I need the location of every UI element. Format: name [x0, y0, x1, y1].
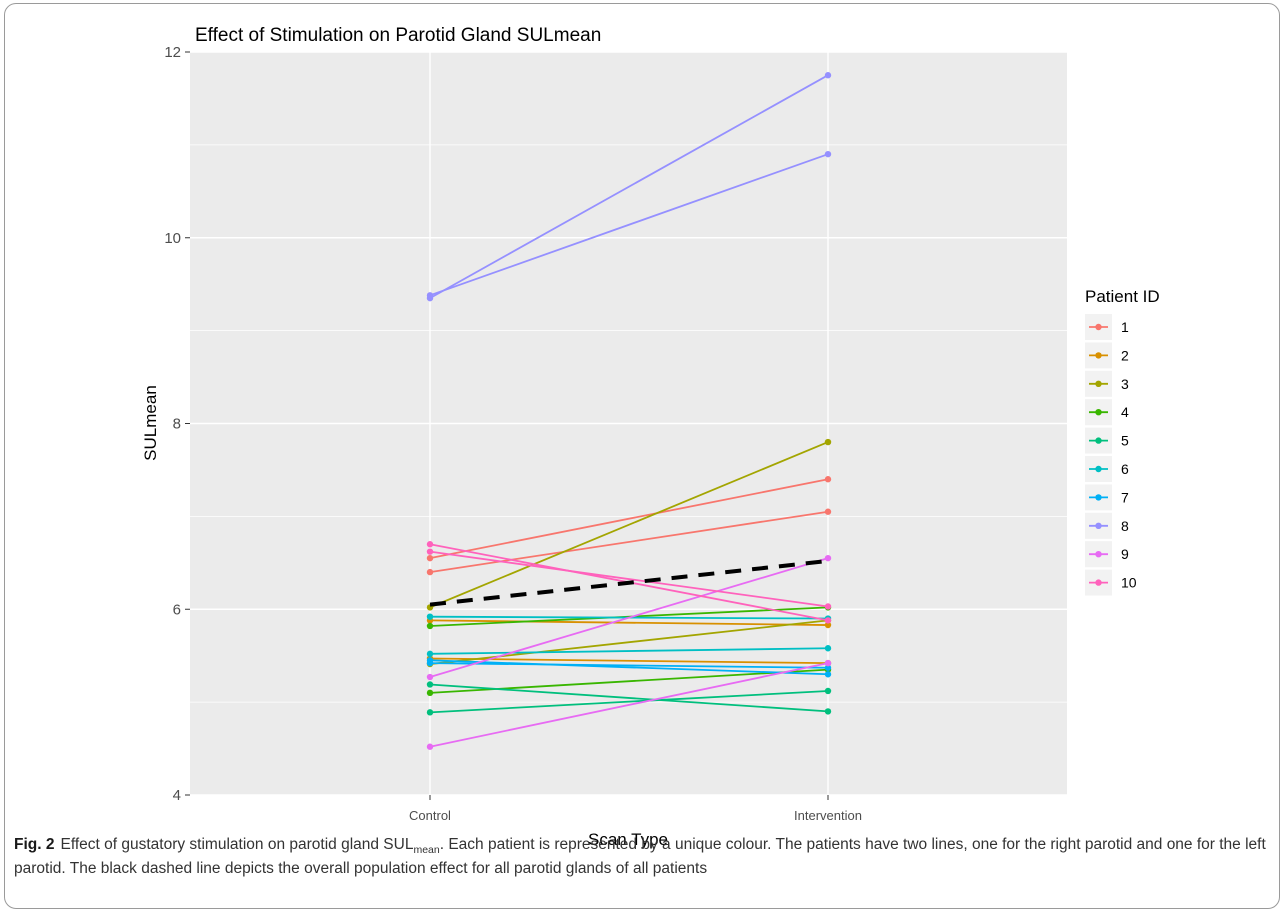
- legend-key-point: [1095, 323, 1102, 331]
- series-line-patient-8: [429, 153, 829, 297]
- data-point-patient-9: [824, 659, 832, 667]
- legend-title: Patient ID: [1085, 287, 1160, 306]
- legend-key-point: [1095, 465, 1102, 473]
- legend: Patient ID 1 2 3 4 5 6 7 8 9 10: [1085, 287, 1160, 596]
- series-line-patient-7: [429, 662, 829, 669]
- y-tick-label: 6: [173, 601, 181, 618]
- figure-caption: Fig. 2 Effect of gustatory stimulation on…: [14, 833, 1272, 881]
- legend-key-point: [1095, 380, 1102, 387]
- data-point-patient-6: [426, 650, 434, 658]
- data-point-patient-8: [426, 292, 434, 299]
- data-point-patient-1: [426, 554, 434, 562]
- data-point-patient-9: [426, 743, 434, 750]
- data-point-patient-1: [824, 508, 832, 515]
- legend-label-patient-5: 5: [1121, 433, 1129, 449]
- data-point-patient-1: [824, 476, 832, 483]
- legend-key-point: [1095, 352, 1102, 359]
- y-axis-title: SULmean: [141, 385, 160, 461]
- axes: 4 6 8 10 12 Control Intervention: [164, 44, 862, 823]
- data-point-patient-5: [426, 709, 434, 716]
- data-point-patient-5: [824, 708, 832, 715]
- data-point-patient-6: [824, 645, 832, 652]
- legend-label-patient-8: 8: [1121, 518, 1129, 534]
- x-tick-label: Intervention: [794, 808, 862, 823]
- data-point-patient-3: [824, 438, 832, 446]
- series-line-patient-9: [429, 662, 829, 748]
- series-line-patient-9: [429, 557, 829, 678]
- data-point-patient-8: [824, 72, 832, 79]
- data-point-patient-9: [824, 554, 832, 562]
- series-line-patient-5: [429, 683, 829, 713]
- data-point-patient-10: [824, 617, 832, 624]
- series-line-patient-2: [429, 619, 829, 626]
- series-line-patient-2: [429, 657, 829, 665]
- series-line-patient-6: [429, 647, 829, 655]
- data-point-patient-6: [426, 613, 434, 620]
- figure-frame: [4, 3, 1280, 909]
- series-line-patient-1: [429, 478, 829, 560]
- data-point-patient-2: [824, 621, 832, 629]
- y-tick-label: 10: [164, 230, 181, 247]
- x-tick-label: Control: [409, 808, 451, 823]
- data-point-patient-10: [824, 603, 832, 610]
- data-point-patient-5: [824, 687, 832, 695]
- legend-key-point: [1095, 579, 1102, 586]
- data-point-patient-7: [824, 671, 832, 678]
- legend-label-patient-9: 9: [1121, 546, 1129, 562]
- data-point-patient-8: [824, 150, 832, 158]
- legend-label-patient-4: 4: [1121, 404, 1129, 420]
- legend-key-point: [1095, 494, 1102, 501]
- series-line-patient-5: [429, 690, 829, 714]
- legend-key-point: [1095, 551, 1102, 558]
- legend-key-point: [1095, 522, 1102, 529]
- legend-label-patient-2: 2: [1121, 347, 1129, 363]
- caption-text-end: . Each patient is represented by a uniqu…: [14, 836, 1266, 877]
- caption-text-start: Effect of gustatory stimulation on parot…: [60, 836, 414, 853]
- legend-key-point: [1095, 409, 1102, 416]
- y-tick-label: 12: [164, 44, 181, 61]
- data-point-patient-4: [426, 622, 434, 630]
- figure-label: Fig. 2: [14, 836, 55, 853]
- x-axis-title: Scan Type: [588, 830, 668, 849]
- data-point-patient-9: [426, 673, 434, 681]
- series-line-patient-10: [429, 550, 829, 608]
- legend-label-patient-7: 7: [1121, 489, 1129, 505]
- data-point-patient-7: [426, 659, 434, 667]
- chart-title: Effect of Stimulation on Parotid Gland S…: [195, 25, 601, 46]
- y-tick-label: 4: [173, 787, 181, 804]
- data-point-patient-5: [426, 681, 434, 688]
- legend-key-point: [1095, 437, 1102, 444]
- legend-label-patient-1: 1: [1121, 319, 1129, 335]
- legend-label-patient-3: 3: [1121, 376, 1129, 392]
- series-line-patient-8: [429, 74, 829, 299]
- caption-subscript: mean: [413, 844, 440, 857]
- y-tick-label: 8: [173, 416, 181, 433]
- series-line-patient-1: [429, 510, 829, 573]
- data-point-patient-10: [426, 541, 434, 548]
- data-point-patient-4: [426, 689, 434, 697]
- series-line-patient-3: [429, 441, 829, 609]
- data-point-patient-7: [824, 664, 832, 671]
- data-point-patient-1: [426, 568, 434, 576]
- legend-label-patient-10: 10: [1121, 575, 1137, 591]
- data-point-patient-10: [426, 548, 434, 555]
- legend-label-patient-6: 6: [1121, 461, 1129, 477]
- series-line-patient-7: [429, 659, 829, 676]
- overall-effect-dashed-line: [429, 558, 829, 607]
- grid-lines: [190, 51, 1067, 796]
- series-lines: [426, 72, 832, 750]
